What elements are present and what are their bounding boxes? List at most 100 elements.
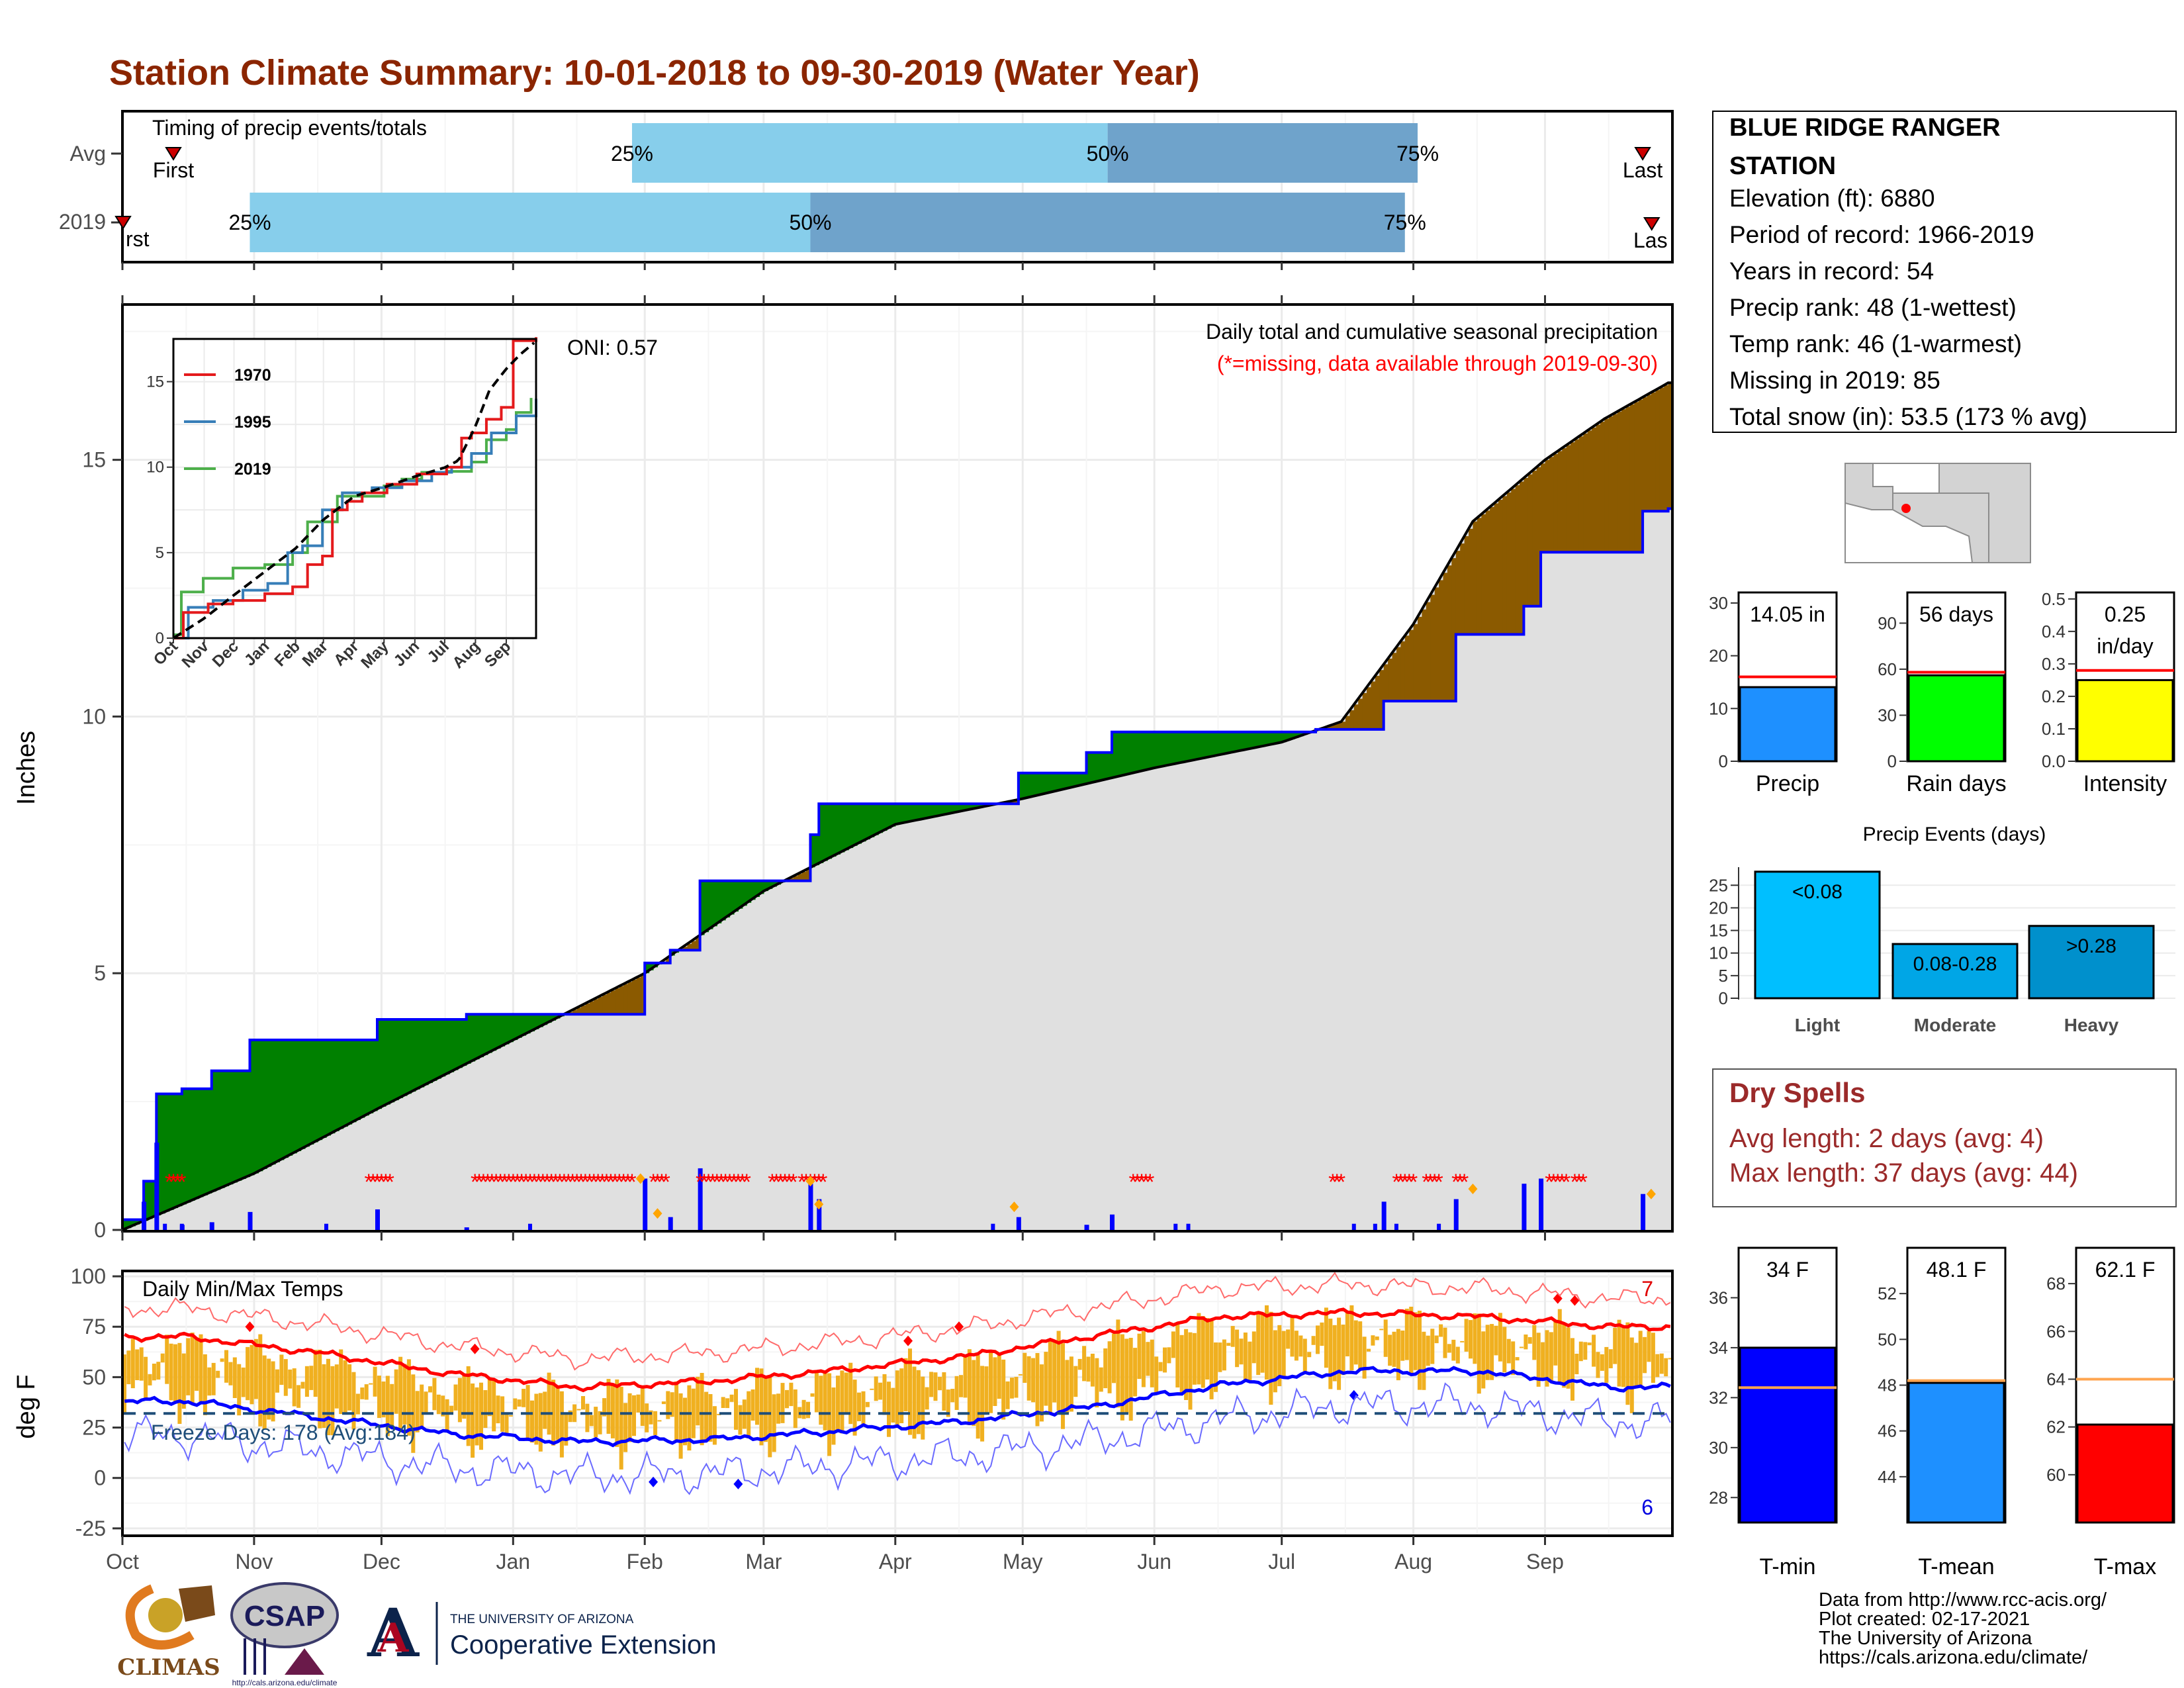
- daily-temp-bar: [789, 1382, 794, 1407]
- station-info-box: BLUE RIDGE RANGER STATION Elevation (ft)…: [1712, 111, 2177, 433]
- daily-temp-bar: [1592, 1335, 1596, 1367]
- daily-precip-bar-small: [1186, 1223, 1191, 1230]
- daily-temp-bar: [793, 1389, 797, 1429]
- daily-temp-bar: [1328, 1319, 1333, 1389]
- daily-temp-bar: [1230, 1326, 1235, 1347]
- temp-ytick-label: 100: [71, 1264, 106, 1288]
- raindays-summary-ytick-label: 0: [1888, 751, 1897, 771]
- month-axis: Oct Nov Dec Jan Feb Mar Apr May Jun Jul Aug Sep: [106, 262, 1564, 1573]
- daily-precip-bar: [142, 1201, 147, 1230]
- precip-diff-segment: [1451, 558, 1457, 702]
- missing-marker: *: [377, 1170, 386, 1195]
- precip-summary-chart: 0 10 20 30 14.05 in Precip: [1709, 591, 1838, 796]
- csap-url: http://cals.arizona.edu/climate: [232, 1678, 338, 1687]
- precip-diff-segment: [1103, 752, 1109, 780]
- precip-daily-bars: [142, 1143, 1646, 1230]
- precip-diff-segment: [195, 1088, 200, 1199]
- daily-temp-bar: [572, 1404, 577, 1423]
- tmean-summary-ytick-label: 52: [1878, 1284, 1897, 1303]
- precip-diff-segment: [1643, 397, 1648, 512]
- precip-diff-segment: [253, 1040, 259, 1174]
- precip-diff-segment: [530, 1014, 535, 1032]
- precip-diff-segment: [1469, 528, 1473, 635]
- precip-diff-segment: [1439, 580, 1444, 702]
- daily-temp-bar: [1150, 1339, 1154, 1387]
- missing-marker: *: [479, 1170, 488, 1195]
- missing-marker: *: [708, 1170, 717, 1195]
- precip-diff-segment: [1485, 510, 1490, 635]
- daily-temp-bar: [1281, 1331, 1286, 1378]
- daily-temp-bar: [1163, 1347, 1167, 1373]
- daily-temp-bar: [135, 1349, 140, 1380]
- freeze-days-label: Freeze Days: 178 (Avg:184): [151, 1421, 416, 1444]
- daily-temp-bar: [564, 1413, 569, 1446]
- daily-temp-bar: [1167, 1347, 1171, 1364]
- daily-temp-bar: [190, 1333, 195, 1403]
- daily-temp-bar: [156, 1362, 161, 1380]
- events-bar-label: 0.08-0.28: [1913, 953, 1997, 975]
- missing-marker: *: [547, 1170, 555, 1195]
- precip-diff-segment: [972, 804, 977, 810]
- precip-diff-segment: [292, 1040, 297, 1154]
- daily-temp-bar: [424, 1391, 428, 1415]
- inset-xtick-label: Dec: [209, 637, 242, 671]
- precip-diff-segment: [831, 804, 837, 857]
- daily-temp-bar: [347, 1364, 352, 1411]
- precip-diff-segment: [130, 1219, 136, 1227]
- events-category-label: Moderate: [1914, 1015, 1996, 1035]
- record-low-marker: [733, 1478, 743, 1489]
- missing-marker: *: [801, 1170, 810, 1195]
- missing-marker: *: [780, 1170, 789, 1195]
- precip-diff-segment: [1192, 731, 1197, 761]
- missing-marker: *: [1562, 1170, 1570, 1195]
- timing-avg-50: 50%: [1087, 142, 1129, 165]
- daily-temp-bar: [806, 1401, 810, 1419]
- precip-diff-segment: [343, 1040, 348, 1127]
- daily-temp-bar: [241, 1367, 246, 1397]
- daily-temp-bar: [1443, 1327, 1447, 1358]
- station-name-1: BLUE RIDGE RANGER: [1729, 114, 2001, 142]
- precip-diff-segment: [369, 1040, 374, 1113]
- precip-diff-segment: [938, 804, 942, 816]
- daily-temp-bar: [224, 1350, 228, 1383]
- daily-temp-bar: [364, 1384, 369, 1400]
- daily-temp-bar: [559, 1391, 564, 1458]
- precip-missing-marks: **** ****** ******************************…: [165, 506, 1656, 1219]
- station-years: Years in record: 54: [1729, 258, 1934, 285]
- precip-diff-segment: [538, 1014, 543, 1027]
- precip-diff-segment: [1256, 731, 1261, 747]
- precip-diff-segment: [232, 1070, 238, 1183]
- daily-temp-bar: [406, 1359, 411, 1436]
- precip-diff-segment: [1056, 773, 1062, 791]
- missing-marker: *: [369, 1170, 377, 1195]
- precip-diff-segment: [1460, 543, 1465, 635]
- daily-temp-bar: [288, 1369, 293, 1389]
- timing-2019-50: 50%: [789, 211, 831, 234]
- inset-legend-label: 2019: [234, 460, 271, 479]
- daily-temp-bar: [428, 1386, 432, 1393]
- missing-marker: *: [509, 1170, 518, 1195]
- daily-temp-bar: [326, 1358, 330, 1436]
- daily-temp-bar: [292, 1368, 296, 1407]
- precip-diff-segment: [1506, 492, 1512, 635]
- precip-diff-segment: [1150, 731, 1155, 769]
- precip-diff-segment: [169, 1094, 174, 1210]
- precip-diff-segment: [1120, 731, 1125, 776]
- station-name-2: STATION: [1729, 152, 1836, 180]
- missing-marker: *: [525, 1170, 534, 1195]
- precip-diff-segment: [364, 1040, 369, 1116]
- daily-temp-bar: [1061, 1343, 1065, 1429]
- daily-temp-bar: [517, 1399, 522, 1407]
- timing-avg-75: 75%: [1396, 142, 1439, 165]
- daily-temp-bar: [814, 1371, 819, 1413]
- daily-temp-bar: [997, 1355, 1001, 1399]
- precip-diff-segment: [1124, 731, 1130, 775]
- inset-xtick-label: Jan: [241, 637, 273, 669]
- daily-temp-bar: [1473, 1313, 1477, 1364]
- precip-diff-segment: [721, 880, 726, 921]
- daily-precip-bar: [1110, 1214, 1115, 1230]
- tmin-summary-label: T-min: [1760, 1554, 1816, 1579]
- daily-temp-bar: [967, 1349, 972, 1425]
- precip-diff-segment: [275, 1040, 280, 1162]
- precip-diff-segment: [921, 804, 926, 820]
